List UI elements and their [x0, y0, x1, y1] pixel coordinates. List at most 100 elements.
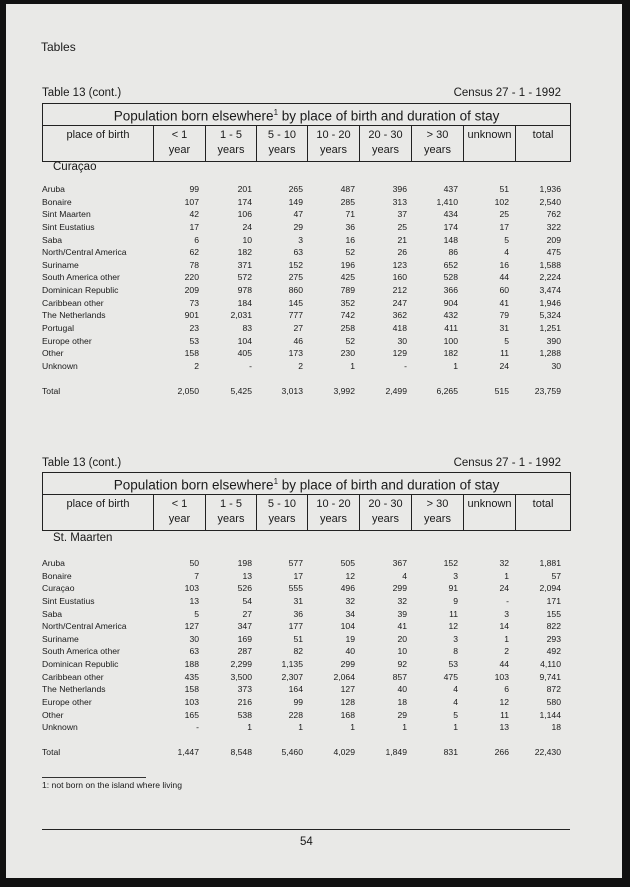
- cell-value: 50: [189, 558, 199, 568]
- cell-value: 9,741: [539, 671, 561, 682]
- cell-value: 1,849: [385, 747, 407, 758]
- cell-value: 515: [494, 386, 509, 397]
- cell-value: 173: [288, 348, 303, 359]
- cell-value: -: [404, 360, 407, 371]
- column-header: unknown: [463, 124, 516, 162]
- row-label: Sint Eustatius: [42, 221, 95, 232]
- cell-value: 21: [397, 234, 407, 245]
- column-header: 5 - 10 years: [256, 493, 308, 531]
- cell-value: 978: [237, 285, 252, 296]
- title-text: Population born elsewhere: [113, 477, 274, 493]
- cell-value: 13: [189, 595, 199, 606]
- cell-value: 127: [340, 684, 355, 695]
- column-header: unknown: [463, 493, 516, 531]
- row-label: Total: [42, 747, 61, 758]
- cell-value: 40: [345, 646, 355, 657]
- column-header: 20 - 30 years: [359, 124, 412, 162]
- title-text-rest: by place of birth and duration of stay: [278, 108, 500, 124]
- table-row: Sint Eustatius 17 24 29 36 25 174 17 322: [42, 221, 570, 234]
- cell-value: 366: [443, 285, 458, 296]
- table-label: Table 13 (cont.): [42, 87, 122, 99]
- cell-value: 164: [288, 684, 303, 695]
- cell-value: 1: [247, 722, 252, 733]
- cell-value: 872: [546, 684, 561, 695]
- row-label: Other: [42, 348, 64, 359]
- cell-value: 102: [494, 196, 509, 207]
- cell-value: 2,499: [385, 386, 407, 397]
- cell-value: 287: [237, 646, 252, 657]
- cell-value: 3: [504, 608, 509, 619]
- cell-value: 63: [189, 646, 199, 657]
- cell-value: 198: [237, 558, 252, 568]
- cell-value: 16: [499, 259, 509, 270]
- cell-value: 20: [397, 633, 407, 644]
- table-row: Other 165 538 228 168 29 5 11 1,144: [42, 709, 570, 722]
- cell-value: 24: [499, 583, 509, 594]
- cell-value: 201: [237, 184, 252, 194]
- cell-value: 152: [288, 259, 303, 270]
- cell-value: 209: [184, 285, 199, 296]
- row-label: Europe other: [42, 697, 92, 708]
- cell-value: 30: [397, 335, 407, 346]
- cell-value: 293: [546, 633, 561, 644]
- cell-value: 652: [443, 259, 458, 270]
- cell-value: 78: [189, 259, 199, 270]
- cell-value: 299: [340, 659, 355, 670]
- cell-value: 16: [345, 234, 355, 245]
- table-row: Other 158 405 173 230 129 182 11 1,288: [42, 347, 570, 360]
- table-row: Suriname 30 169 51 19 20 3 1 293: [42, 633, 570, 646]
- cell-value: 196: [340, 259, 355, 270]
- table-label: Table 13 (cont.): [42, 457, 122, 469]
- table-title: Population born elsewhere1 by place of b…: [41, 472, 572, 495]
- row-label: Dominican Republic: [42, 659, 119, 670]
- cell-value: 1: [504, 570, 509, 581]
- cell-value: 145: [288, 297, 303, 308]
- cell-value: 5,324: [539, 310, 561, 321]
- region-heading: Curaçao: [53, 161, 97, 173]
- cell-value: 9: [453, 595, 458, 606]
- cell-value: 62: [189, 247, 199, 258]
- cell-value: 1: [350, 360, 355, 371]
- cell-value: 91: [448, 583, 458, 594]
- cell-value: 2,299: [230, 659, 252, 670]
- cell-value: 258: [340, 323, 355, 334]
- census-date: Census 27 - 1 - 1992: [453, 87, 561, 99]
- row-label: Other: [42, 709, 64, 720]
- cell-value: 2,307: [281, 671, 303, 682]
- column-header: 20 - 30 years: [359, 493, 412, 531]
- cell-value: 10: [397, 646, 407, 657]
- cell-value: 24: [242, 221, 252, 232]
- cell-value: 1: [453, 722, 458, 733]
- cell-value: 5: [194, 608, 199, 619]
- cell-value: 52: [345, 247, 355, 258]
- cell-value: 1,251: [539, 323, 561, 334]
- cell-value: 4: [504, 247, 509, 258]
- cell-value: 3: [453, 570, 458, 581]
- region-heading: St. Maarten: [53, 532, 113, 544]
- cell-value: 212: [392, 285, 407, 296]
- cell-value: 3,992: [333, 386, 355, 397]
- row-label: Suriname: [42, 633, 79, 644]
- cell-value: 42: [189, 209, 199, 220]
- cell-value: 169: [237, 633, 252, 644]
- cell-value: 41: [397, 621, 407, 632]
- cell-value: 99: [293, 697, 303, 708]
- cell-value: 396: [392, 184, 407, 194]
- row-label: Bonaire: [42, 570, 72, 581]
- cell-value: 31: [499, 323, 509, 334]
- cell-value: 526: [237, 583, 252, 594]
- cell-value: 3: [298, 234, 303, 245]
- cell-value: 123: [392, 259, 407, 270]
- cell-value: 487: [340, 184, 355, 194]
- column-header: 5 - 10 years: [256, 124, 308, 162]
- cell-value: 100: [443, 335, 458, 346]
- cell-value: 822: [546, 621, 561, 632]
- cell-value: 36: [293, 608, 303, 619]
- cell-value: 82: [293, 646, 303, 657]
- column-header: total: [514, 493, 572, 531]
- cell-value: -: [196, 722, 199, 733]
- cell-value: 23,759: [534, 386, 561, 397]
- cell-value: 1,135: [281, 659, 303, 670]
- row-label: Suriname: [42, 259, 79, 270]
- cell-value: 220: [184, 272, 199, 283]
